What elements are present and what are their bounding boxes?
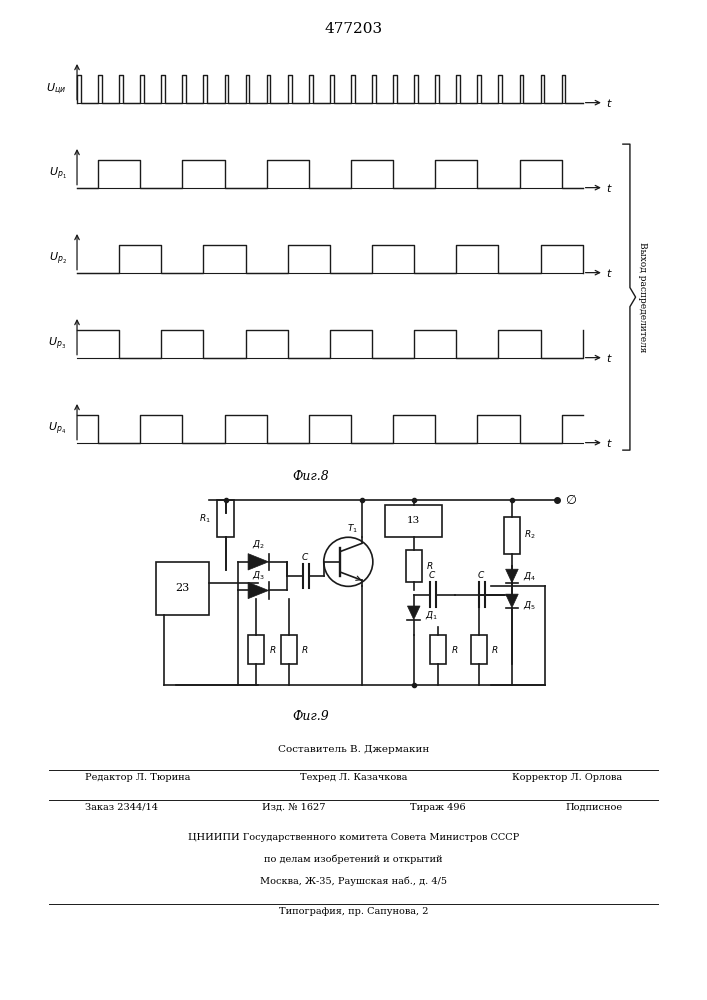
Text: $U_{р_1}$: $U_{р_1}$ — [49, 166, 66, 182]
Polygon shape — [506, 594, 518, 608]
Text: $Д_1$: $Д_1$ — [425, 609, 438, 621]
Text: 477203: 477203 — [325, 22, 382, 36]
Text: $C$: $C$ — [477, 569, 486, 580]
Bar — [430, 635, 447, 664]
Text: ЦНИИПИ Государственного комитета Совета Министров СССР: ЦНИИПИ Государственного комитета Совета … — [188, 833, 519, 842]
Text: $R_1$: $R_1$ — [199, 513, 211, 525]
Text: $C$: $C$ — [428, 569, 436, 580]
Text: $Д_5$: $Д_5$ — [523, 599, 536, 611]
Text: $U_{р_2}$: $U_{р_2}$ — [49, 251, 66, 267]
Bar — [156, 562, 209, 615]
Polygon shape — [248, 582, 269, 599]
Text: $R$: $R$ — [269, 644, 276, 655]
Bar — [385, 505, 443, 537]
Text: Редактор Л. Тюрина: Редактор Л. Тюрина — [85, 773, 190, 782]
Text: $\emptyset$: $\emptyset$ — [565, 493, 577, 507]
Text: $t$: $t$ — [606, 182, 613, 194]
Bar — [406, 550, 422, 582]
Text: $C$: $C$ — [301, 551, 310, 562]
Bar — [471, 635, 487, 664]
Text: $U_{р_4}$: $U_{р_4}$ — [48, 421, 66, 437]
Text: $Д_4$: $Д_4$ — [523, 570, 536, 582]
Text: $t$: $t$ — [606, 267, 613, 279]
Text: $R$: $R$ — [301, 644, 309, 655]
Text: $T_1$: $T_1$ — [347, 523, 358, 535]
Text: Фиг.8: Фиг.8 — [293, 470, 329, 483]
Polygon shape — [407, 606, 420, 619]
Text: $Д_3$: $Д_3$ — [252, 569, 264, 581]
Text: Тираж 496: Тираж 496 — [410, 803, 466, 812]
Text: Выход распределителя: Выход распределителя — [638, 242, 647, 352]
Text: $t$: $t$ — [606, 437, 613, 449]
Text: Москва, Ж-35, Раушская наб., д. 4/5: Москва, Ж-35, Раушская наб., д. 4/5 — [260, 877, 447, 886]
Text: $t$: $t$ — [606, 97, 613, 109]
Text: 23: 23 — [175, 583, 189, 593]
Text: Типография, пр. Сапунова, 2: Типография, пр. Сапунова, 2 — [279, 907, 428, 916]
Text: 13: 13 — [407, 516, 421, 525]
Bar — [281, 635, 297, 664]
Text: Корректор Л. Орлова: Корректор Л. Орлова — [512, 773, 622, 782]
Text: $U_{ци}$: $U_{ци}$ — [46, 81, 66, 96]
Text: $t$: $t$ — [606, 352, 613, 364]
Text: $R$: $R$ — [426, 560, 433, 571]
Text: $Д_2$: $Д_2$ — [252, 538, 264, 550]
Polygon shape — [506, 569, 518, 583]
Text: Изд. № 1627: Изд. № 1627 — [262, 803, 325, 812]
Text: Техред Л. Казачкова: Техред Л. Казачкова — [300, 773, 407, 782]
Text: $R_2$: $R_2$ — [524, 529, 536, 541]
Bar — [504, 517, 520, 554]
Text: по делам изобретений и открытий: по делам изобретений и открытий — [264, 855, 443, 864]
Text: $U_{р_3}$: $U_{р_3}$ — [48, 336, 66, 352]
Text: $R$: $R$ — [450, 644, 458, 655]
Text: Фиг.9: Фиг.9 — [293, 710, 329, 723]
Bar — [248, 635, 264, 664]
Text: Подписное: Подписное — [565, 803, 622, 812]
Text: Заказ 2344/14: Заказ 2344/14 — [85, 803, 158, 812]
Bar — [217, 500, 234, 537]
Polygon shape — [248, 554, 269, 570]
Text: Составитель В. Джермакин: Составитель В. Джермакин — [278, 745, 429, 754]
Text: $R$: $R$ — [491, 644, 499, 655]
